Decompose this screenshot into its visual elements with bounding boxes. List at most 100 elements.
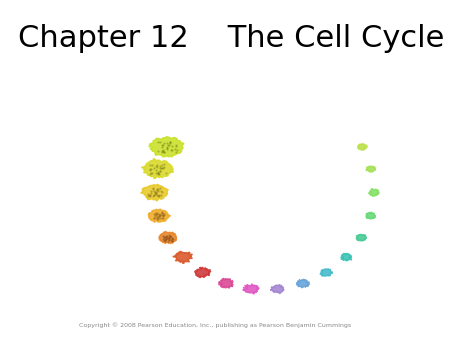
Point [166, 234, 173, 239]
Point [155, 214, 162, 219]
Point [150, 188, 157, 194]
Point [161, 238, 168, 243]
Point [166, 234, 173, 240]
Point [158, 144, 166, 149]
Point [149, 186, 157, 192]
Point [153, 193, 161, 198]
Point [162, 171, 170, 176]
Point [157, 165, 164, 170]
Polygon shape [320, 269, 333, 276]
Point [161, 164, 168, 170]
Point [160, 213, 167, 218]
Point [153, 165, 161, 170]
Point [153, 190, 160, 195]
Point [152, 211, 159, 216]
Point [158, 192, 165, 198]
Polygon shape [159, 232, 176, 244]
Point [163, 140, 171, 145]
Point [155, 139, 162, 145]
Point [151, 216, 158, 221]
Point [169, 238, 176, 243]
Point [166, 140, 173, 145]
Point [157, 215, 164, 220]
Point [154, 170, 162, 175]
Point [158, 142, 166, 148]
Polygon shape [195, 267, 211, 278]
Point [157, 165, 164, 171]
Point [164, 234, 171, 239]
Text: Copyright © 2008 Pearson Education, Inc., publishing as Pearson Benjamin Cumming: Copyright © 2008 Pearson Education, Inc.… [79, 323, 351, 329]
Point [166, 140, 173, 145]
Point [154, 214, 162, 220]
Point [147, 162, 154, 167]
Point [173, 147, 180, 152]
Point [163, 235, 171, 240]
Point [152, 167, 159, 173]
Point [157, 212, 164, 218]
Point [144, 193, 152, 198]
Point [165, 235, 172, 241]
Point [166, 142, 173, 147]
Point [169, 236, 176, 242]
Point [153, 215, 161, 220]
Point [153, 171, 160, 176]
Point [152, 213, 159, 218]
Point [153, 191, 160, 197]
Point [158, 210, 166, 215]
Point [158, 162, 165, 168]
Polygon shape [141, 184, 168, 201]
Point [146, 193, 153, 199]
Point [167, 148, 175, 153]
Point [149, 194, 157, 199]
Point [157, 189, 164, 194]
Point [154, 186, 161, 191]
Point [168, 235, 176, 240]
Point [161, 162, 168, 167]
Point [161, 149, 168, 154]
Point [148, 163, 156, 168]
Point [153, 190, 160, 195]
Point [149, 186, 157, 191]
Point [158, 216, 165, 221]
Point [173, 143, 180, 149]
Point [148, 171, 155, 176]
Point [153, 187, 161, 192]
Point [159, 234, 166, 239]
Point [153, 214, 160, 220]
Point [165, 238, 172, 243]
Polygon shape [341, 253, 352, 261]
Point [169, 238, 176, 243]
Polygon shape [366, 212, 375, 219]
Point [155, 171, 162, 176]
Polygon shape [270, 285, 284, 294]
Point [159, 237, 166, 242]
Point [153, 187, 160, 193]
Point [168, 147, 175, 152]
Polygon shape [357, 144, 368, 150]
Point [156, 192, 163, 197]
Point [146, 167, 153, 172]
Point [153, 211, 160, 216]
Point [154, 169, 161, 175]
Point [152, 190, 159, 195]
Point [158, 165, 166, 170]
Polygon shape [366, 166, 376, 172]
Point [166, 233, 173, 239]
Point [157, 168, 164, 173]
Point [160, 213, 167, 218]
Point [151, 193, 158, 198]
Point [154, 189, 161, 194]
Point [148, 191, 155, 196]
Point [157, 163, 164, 168]
Point [164, 143, 171, 148]
Point [150, 166, 158, 171]
Point [154, 170, 162, 176]
Point [160, 216, 167, 221]
Point [163, 144, 171, 149]
Point [159, 165, 166, 170]
Point [153, 212, 160, 218]
Point [154, 148, 162, 153]
Point [166, 236, 173, 241]
Point [157, 169, 164, 174]
Polygon shape [356, 234, 367, 241]
